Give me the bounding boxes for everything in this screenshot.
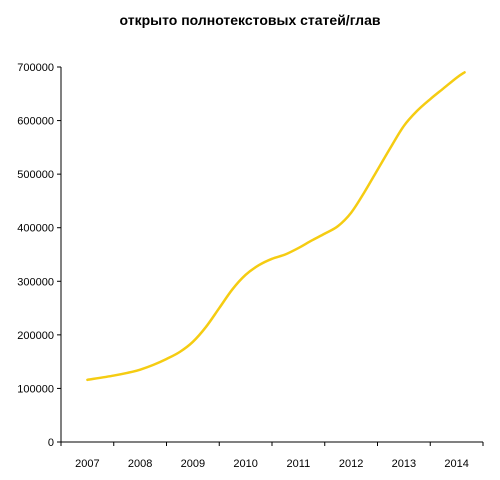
x-tick-label: 2009 [181,458,205,470]
x-tick-label: 2011 [287,458,311,470]
y-tick-label: 400000 [17,223,54,235]
x-tick-label: 2007 [75,458,99,470]
y-tick-label: 200000 [17,330,54,342]
chart-ticks: 0 100000 200000 300000 400000 500000 600000 700… [17,62,484,470]
chart-series [86,71,466,382]
y-tick-label: 700000 [17,62,54,74]
y-tick-label: 500000 [17,169,54,181]
x-tick-label: 2014 [444,458,468,470]
x-tick-label: 2008 [128,458,152,470]
series-line-0 [86,71,466,382]
chart-title: открыто полнотекстовых статей/глав [119,12,381,28]
x-tick-label: 2012 [339,458,363,470]
x-tick-label: 2013 [392,458,416,470]
y-tick-label: 600000 [17,116,54,128]
y-tick-label: 0 [48,437,54,449]
chart-axes [60,67,483,443]
y-tick-label: 100000 [17,383,54,395]
y-tick-label: 300000 [17,276,54,288]
x-tick-label: 2010 [233,458,257,470]
